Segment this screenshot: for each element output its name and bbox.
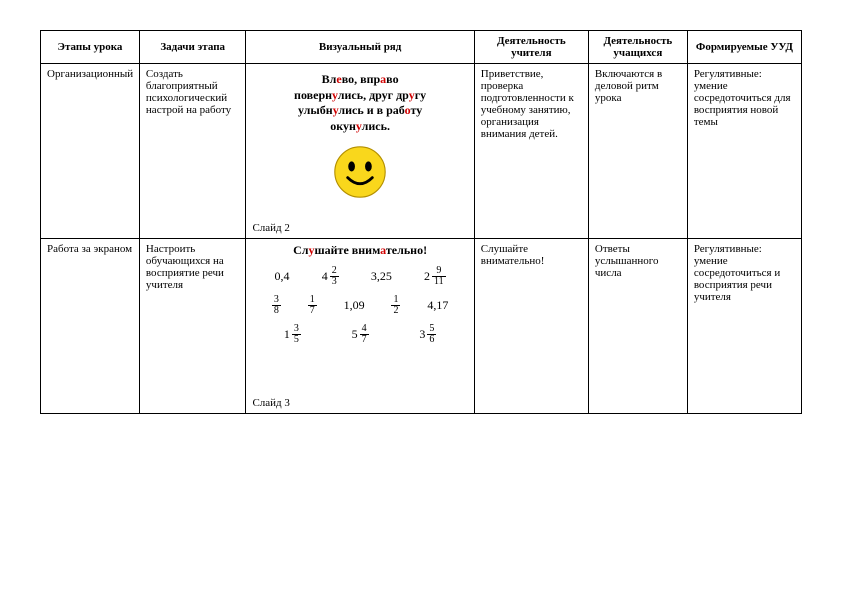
cell-uud: Регулятивные: умение сосредоточиться и в… <box>687 239 801 414</box>
col-header-visual: Визуальный ряд <box>246 31 474 64</box>
slide-3-visual: Слушайте внимательно! 0,44233,252911 381… <box>252 243 467 393</box>
math-mixed-number: 423 <box>322 266 339 287</box>
math-fraction: 17 <box>308 295 317 316</box>
cell-student: Ответы услышанного числа <box>588 239 687 414</box>
col-header-student: Деятельность учащихся <box>588 31 687 64</box>
table-row: Работа за экраном Настроить обучающихся … <box>41 239 802 414</box>
math-value: 1,09 <box>344 298 365 312</box>
cell-teacher: Приветствие, проверка подготовленности к… <box>474 64 588 239</box>
visual-caption: Слайд 2 <box>252 222 467 234</box>
cell-student: Включаются в деловой ритм урока <box>588 64 687 239</box>
cell-task: Создать благоприятный психологический на… <box>139 64 246 239</box>
rhyme-text: Влево, вправоповернулись, друг другуулыб… <box>252 68 467 140</box>
math-row: 135 547 356 <box>258 324 461 345</box>
col-header-stage: Этапы урока <box>41 31 140 64</box>
col-header-teacher: Деятельность учителя <box>474 31 588 64</box>
cell-visual: Слушайте внимательно! 0,44233,252911 381… <box>246 239 474 414</box>
col-header-task: Задачи этапа <box>139 31 246 64</box>
cell-uud: Регулятивные: умение сосредоточиться для… <box>687 64 801 239</box>
cell-teacher: Слушайте внимательно! <box>474 239 588 414</box>
math-mixed-number: 547 <box>352 324 369 345</box>
math-row: 0,4 423 3,25 2911 <box>258 266 461 287</box>
table-row: Организационный Создать благоприятный пс… <box>41 64 802 239</box>
cell-task: Настроить обучающихся на восприятие речи… <box>139 239 246 414</box>
table-header: Этапы урока Задачи этапа Визуальный ряд … <box>41 31 802 64</box>
math-value: 3,25 <box>371 269 392 283</box>
math-value: 0,4 <box>275 269 290 283</box>
cell-visual: Влево, вправоповернулись, друг другуулыб… <box>246 64 474 239</box>
smiley-icon <box>332 144 388 200</box>
math-number-grid: 0,4 423 3,25 2911 38 17 1,09 12 4,17 135 547 356 <box>252 266 467 345</box>
listen-title: Слушайте внимательно! <box>252 243 467 258</box>
col-header-uud: Формируемые УУД <box>687 31 801 64</box>
math-value: 4,17 <box>427 298 448 312</box>
cell-stage: Работа за экраном <box>41 239 140 414</box>
math-fraction: 38 <box>272 295 281 316</box>
math-mixed-number: 2911 <box>424 266 446 287</box>
visual-caption: Слайд 3 <box>252 397 467 409</box>
math-mixed-number: 135 <box>284 324 301 345</box>
math-row: 38 17 1,09 12 4,17 <box>258 295 461 316</box>
slide-2-visual: Влево, вправоповернулись, друг другуулыб… <box>252 68 467 218</box>
math-fraction: 12 <box>391 295 400 316</box>
math-mixed-number: 356 <box>419 324 436 345</box>
lesson-plan-table: Этапы урока Задачи этапа Визуальный ряд … <box>40 30 802 414</box>
cell-stage: Организационный <box>41 64 140 239</box>
